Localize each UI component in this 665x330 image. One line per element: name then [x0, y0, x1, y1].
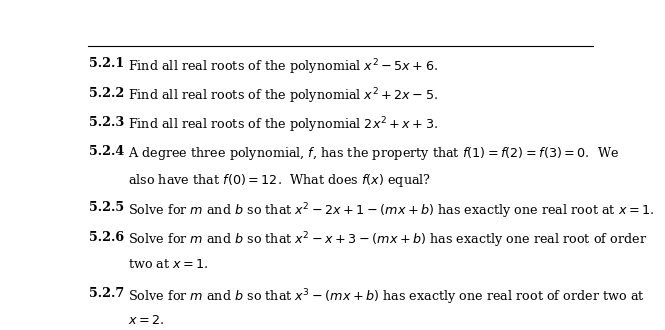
- Text: 5.2.7: 5.2.7: [89, 287, 124, 300]
- Text: two at $x = 1$.: two at $x = 1$.: [128, 258, 209, 271]
- Text: Find all real roots of the polynomial $2x^2 + x + 3$.: Find all real roots of the polynomial $2…: [128, 116, 438, 135]
- Text: 5.2.1: 5.2.1: [89, 57, 124, 70]
- Text: Solve for $m$ and $b$ so that $x^2 - 2x + 1 - (mx + b)$ has exactly one real roo: Solve for $m$ and $b$ so that $x^2 - 2x …: [128, 201, 655, 221]
- Text: A degree three polynomial, $f$, has the property that $f(1) = f(2) = f(3) = 0$. : A degree three polynomial, $f$, has the …: [128, 145, 620, 162]
- Text: 5.2.2: 5.2.2: [89, 86, 124, 100]
- Text: Find all real roots of the polynomial $x^2 - 5x + 6$.: Find all real roots of the polynomial $x…: [128, 57, 438, 77]
- Text: $x = 2$.: $x = 2$.: [128, 314, 165, 327]
- Text: Find all real roots of the polynomial $x^2 + 2x - 5$.: Find all real roots of the polynomial $x…: [128, 86, 438, 106]
- Text: 5.2.6: 5.2.6: [89, 231, 124, 244]
- Text: 5.2.5: 5.2.5: [89, 201, 124, 214]
- Text: also have that $f(0) = 12$.  What does $f(x)$ equal?: also have that $f(0) = 12$. What does $f…: [128, 172, 432, 189]
- Text: 5.2.4: 5.2.4: [89, 145, 124, 158]
- Text: 5.2.3: 5.2.3: [89, 116, 124, 129]
- Text: Solve for $m$ and $b$ so that $x^2 - x + 3 - (mx + b)$ has exactly one real root: Solve for $m$ and $b$ so that $x^2 - x +…: [128, 231, 648, 250]
- Text: Solve for $m$ and $b$ so that $x^3 - (mx + b)$ has exactly one real root of orde: Solve for $m$ and $b$ so that $x^3 - (mx…: [128, 287, 645, 307]
